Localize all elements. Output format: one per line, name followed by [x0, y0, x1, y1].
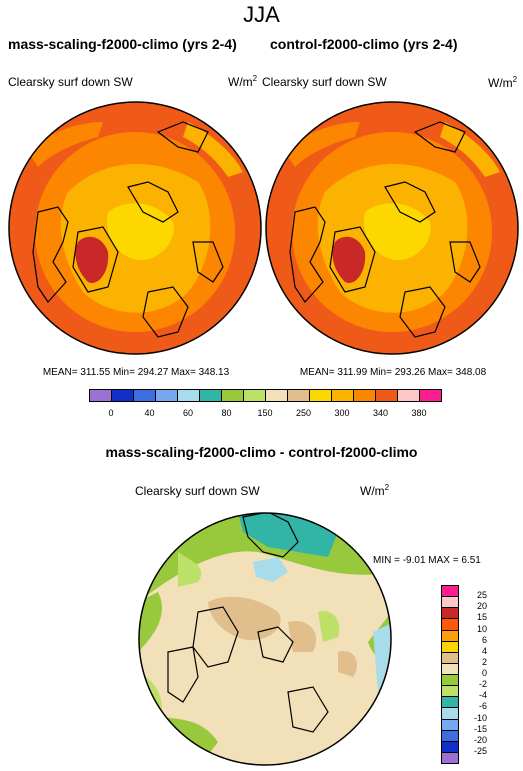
diff-colorbar-tick-label: 25 [476, 590, 487, 601]
top-colorbar-tick-label: 250 [295, 408, 312, 418]
greenland-max [75, 236, 109, 283]
diff-colorbar-swatch [441, 751, 459, 764]
top-colorbar-tick-label: 150 [257, 408, 273, 418]
diff-colorbar-tick-label: 2 [481, 656, 487, 667]
top-colorbar-swatch [133, 389, 156, 402]
top-colorbar-swatch [375, 389, 398, 402]
left-panel-units: W/m2 [228, 74, 258, 89]
top-colorbar-swatch [199, 389, 222, 402]
left-panel-title: mass-scaling-f2000-climo (yrs 2-4) [8, 36, 237, 52]
top-colorbar-tick-label: 340 [372, 408, 389, 418]
diff-colorbar-tick-label: 10 [476, 623, 487, 634]
diff-colorbar-tick-label: -20 [473, 734, 487, 745]
diff-colorbar-tick-label: -25 [473, 745, 487, 756]
diff-colorbar-tick-label: 0 [481, 668, 487, 678]
diff-lightblue-north [253, 557, 288, 582]
diff-colorbar-tick-label: 15 [476, 612, 487, 623]
diff-colorbar [441, 585, 459, 764]
diff-colorbar-tick-label: 20 [476, 601, 487, 612]
right-panel-stats: MEAN= 311.99 Min= 293.26 Max= 348.08 [299, 367, 487, 378]
diff-colorbar-tick-label: -4 [478, 690, 487, 701]
top-colorbar-swatch [265, 389, 288, 402]
top-colorbar-tick-label: 380 [411, 408, 427, 418]
top-colorbar-tick-label: 0 [108, 408, 114, 418]
top-colorbar-tick-label: 60 [182, 408, 193, 418]
diff-panel-variable: Clearsky surf down SW [135, 484, 260, 498]
coastlines [32, 121, 224, 338]
left-panel-stats: MEAN= 311.55 Min= 294.27 Max= 348.13 [42, 367, 230, 378]
diff-colorbar-tick-label: -6 [478, 701, 487, 712]
top-colorbar-tick-label: 80 [221, 408, 232, 418]
map-band-east [440, 122, 500, 177]
diff-colorbar-tick-label: 6 [481, 634, 487, 645]
coastlines [167, 513, 329, 733]
diff-panel-stats: MIN = -9.01 MAX = 6.51 [373, 555, 481, 566]
top-colorbar-swatch [287, 389, 310, 402]
right-panel-title: control-f2000-climo (yrs 2-4) [270, 36, 458, 52]
top-colorbar-swatch [397, 389, 420, 402]
greenland-max [332, 236, 366, 283]
right-polar-map [265, 101, 519, 355]
map-boundary [138, 512, 392, 766]
map-band-east [183, 122, 243, 177]
map-boundary [265, 101, 519, 355]
diff-colorbar-ticks: 25 20 15 10 6 4 2 0 -2 -4 -6 -10 -15 -20 -25 [461, 585, 501, 763]
top-colorbar-swatch [111, 389, 134, 402]
diff-panel-title: mass-scaling-f2000-climo - control-f2000… [105, 444, 418, 460]
map-band-west [28, 122, 103, 167]
diff-polar-map [138, 512, 392, 766]
top-colorbar-tick-label: 40 [144, 408, 155, 418]
top-colorbar-swatch [331, 389, 354, 402]
top-colorbar [89, 389, 442, 402]
coastlines [289, 121, 481, 338]
top-colorbar-swatch [155, 389, 178, 402]
top-colorbar-swatch [309, 389, 332, 402]
diff-tan-patches [208, 596, 358, 677]
diff-panel-units: W/m2 [360, 483, 390, 498]
top-colorbar-swatch [89, 389, 112, 402]
right-panel-variable: Clearsky surf down SW [262, 75, 387, 89]
map-boundary [8, 101, 262, 355]
season-title: JJA [243, 2, 280, 27]
diff-colorbar-tick-label: -2 [478, 679, 487, 690]
top-colorbar-swatch [243, 389, 266, 402]
map-band-west [285, 122, 360, 167]
diff-colorbar-tick-label: -15 [473, 723, 487, 734]
map-band-core [364, 203, 431, 261]
top-colorbar-tick-label: 300 [334, 408, 350, 418]
top-colorbar-swatch [353, 389, 376, 402]
top-colorbar-swatch [419, 389, 442, 402]
top-colorbar-swatch [177, 389, 200, 402]
top-colorbar-ticks: 0 40 60 80 150 250 300 340 380 [89, 408, 441, 420]
left-panel-variable: Clearsky surf down SW [8, 75, 133, 89]
top-colorbar-swatch [221, 389, 244, 402]
map-band-core [107, 203, 174, 261]
diff-colorbar-tick-label: 4 [481, 645, 487, 656]
diff-colorbar-tick-label: -10 [473, 712, 487, 723]
left-polar-map [8, 101, 262, 355]
right-panel-units: W/m2 [488, 75, 518, 90]
